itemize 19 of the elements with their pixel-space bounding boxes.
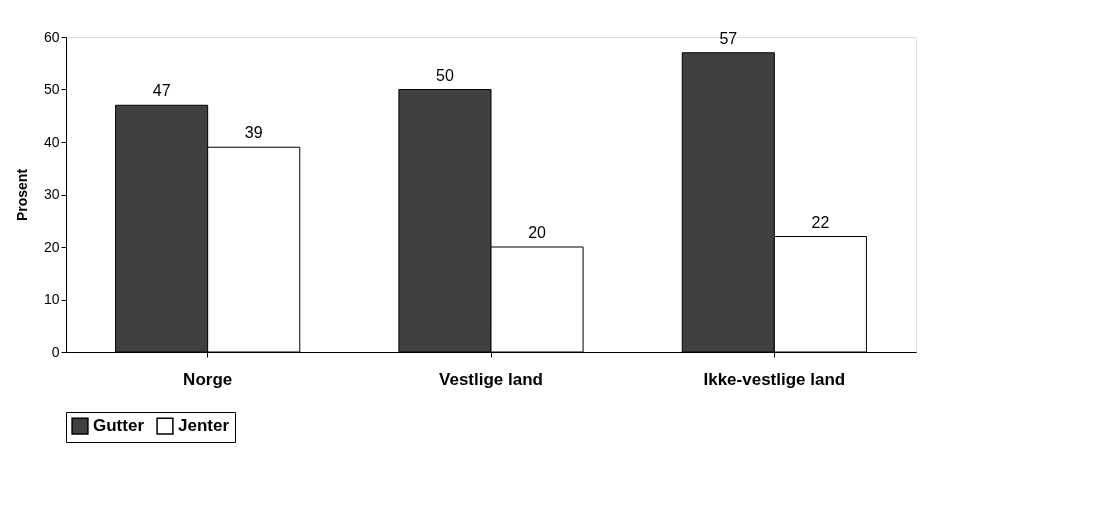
x-tick-label: Norge	[183, 369, 233, 389]
y-tick-label: 20	[43, 238, 60, 255]
x-tick-label: Vestlige land	[439, 369, 543, 389]
legend-label: Gutter	[93, 416, 145, 436]
y-tick-label: 40	[43, 133, 60, 150]
data-label: 22	[811, 213, 830, 231]
data-label: 57	[719, 29, 738, 47]
y-tick-label: 60	[43, 28, 60, 45]
data-label: 50	[436, 66, 454, 84]
y-tick-label: 50	[43, 81, 60, 97]
data-label: 39	[244, 124, 263, 142]
data-label: 20	[528, 224, 547, 241]
y-axis-title: Prosent	[13, 168, 30, 222]
y-tick-label: 10	[43, 291, 60, 307]
y-tick-label: 0	[51, 343, 60, 360]
data-label: 47	[152, 82, 171, 100]
x-tick-label: Ikke-vestlige land	[703, 369, 846, 389]
legend-label: Jenter	[178, 416, 230, 436]
y-tick-label: 30	[43, 186, 60, 202]
